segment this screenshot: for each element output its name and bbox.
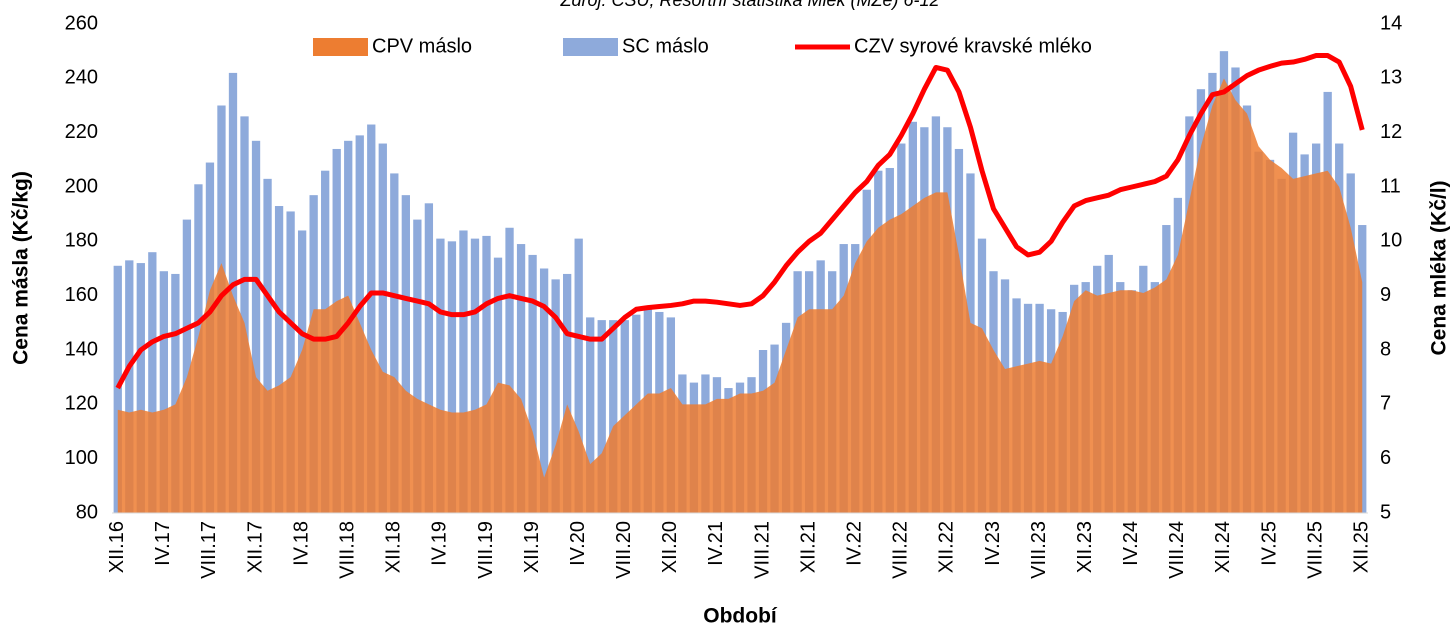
x-tick-label: VIII.19 — [475, 521, 497, 579]
x-tick-label: IV.19 — [429, 521, 451, 566]
legend-swatch — [313, 38, 368, 56]
y-tick-label: 100 — [65, 447, 98, 469]
y-tick-label: 200 — [65, 175, 98, 197]
legend-label: SC máslo — [622, 35, 709, 57]
x-tick-label: XII.23 — [1074, 521, 1096, 573]
subtitle: Zdroj: ČSÚ, Resortní statistika Mlék (MZ… — [559, 0, 939, 10]
bar — [390, 173, 399, 513]
y-tick-label: 220 — [65, 121, 98, 143]
y2-tick-label: 10 — [1380, 230, 1402, 252]
bar — [367, 124, 376, 514]
bar — [263, 178, 272, 513]
y2-tick-label: 5 — [1380, 501, 1391, 523]
bar — [459, 230, 468, 513]
bar — [424, 203, 434, 514]
x-tick-label: VIII.25 — [1304, 521, 1326, 579]
y-tick-label: 260 — [65, 12, 98, 34]
bar — [240, 116, 249, 513]
y2-tick-label: 9 — [1380, 284, 1391, 306]
x-tick-label: IV.24 — [1120, 521, 1142, 566]
bar — [159, 271, 169, 513]
bar — [136, 263, 145, 513]
legend-label: CZV syrové kravské mléko — [854, 35, 1092, 57]
y-tick-label: 120 — [65, 393, 98, 415]
x-tick-label: VIII.18 — [337, 521, 359, 579]
x-tick-label: VIII.20 — [613, 521, 635, 579]
x-tick-label: XII.18 — [383, 521, 405, 573]
bar — [274, 206, 284, 513]
x-tick-label: IV.17 — [152, 521, 174, 566]
x-tick-label: IV.25 — [1258, 521, 1280, 566]
bar — [413, 219, 422, 513]
bar — [516, 244, 526, 514]
bar — [251, 140, 261, 514]
y2-tick-label: 8 — [1380, 338, 1391, 360]
bar — [551, 279, 560, 513]
x-tick-label: VIII.24 — [1166, 521, 1188, 579]
x-axis-title: Období — [703, 605, 778, 628]
bar — [228, 72, 238, 514]
bar — [447, 241, 457, 514]
x-tick-label: IV.22 — [844, 521, 866, 566]
x-tick-label: XII.22 — [936, 521, 958, 573]
bar — [436, 238, 445, 513]
bar — [378, 143, 387, 514]
y2-tick-label: 11 — [1380, 175, 1401, 197]
x-tick-label: XII.20 — [659, 521, 681, 573]
y-tick-label: 80 — [76, 501, 98, 523]
y-tick-label: 180 — [65, 230, 98, 252]
bar — [470, 238, 480, 513]
bar — [182, 219, 192, 513]
y2-axis-title: Cena mléka (Kč/l) — [1428, 180, 1451, 355]
y2-tick-label: 14 — [1380, 12, 1402, 34]
bar — [125, 260, 134, 513]
bar — [597, 320, 606, 513]
x-tick-label: XII.16 — [106, 521, 128, 573]
legend-label: CPV máslo — [372, 35, 472, 57]
bar — [113, 265, 122, 513]
y2-tick-label: 12 — [1380, 121, 1402, 143]
legend-swatch — [563, 38, 618, 56]
bar — [148, 252, 157, 513]
y-tick-label: 140 — [65, 338, 98, 360]
line — [115, 53, 1365, 390]
x-tick-label: IV.20 — [567, 521, 589, 566]
bar — [528, 254, 537, 513]
y-tick-label: 160 — [65, 284, 98, 306]
bar — [539, 268, 549, 513]
x-tick-label: XII.19 — [521, 521, 543, 573]
bar — [286, 211, 295, 513]
bar — [505, 227, 514, 513]
bar — [482, 235, 491, 513]
bar — [171, 273, 180, 513]
x-tick-label: VIII.17 — [198, 521, 220, 579]
x-tick-label: IV.23 — [982, 521, 1004, 566]
bar — [609, 320, 618, 513]
x-tick-label: XII.17 — [244, 521, 266, 573]
y2-tick-label: 6 — [1380, 447, 1391, 469]
area — [117, 78, 1363, 513]
bar — [574, 238, 583, 513]
x-tick-label: VIII.23 — [1028, 521, 1050, 579]
x-tick-label: IV.21 — [705, 521, 727, 566]
x-tick-label: IV.18 — [290, 521, 312, 566]
y-tick-label: 240 — [65, 67, 98, 89]
x-tick-label: XII.25 — [1351, 521, 1373, 573]
y-axis-title: Cena másla (Kč/kg) — [10, 171, 33, 365]
bar — [563, 273, 572, 513]
x-tick-label: XII.21 — [797, 521, 819, 573]
bar — [401, 195, 410, 513]
x-tick-label: VIII.22 — [890, 521, 912, 579]
y2-tick-label: 7 — [1380, 393, 1391, 415]
y2-tick-label: 13 — [1380, 67, 1402, 89]
bar — [586, 317, 595, 513]
x-tick-label: XII.24 — [1212, 521, 1234, 573]
x-tick-label: VIII.21 — [751, 521, 773, 579]
